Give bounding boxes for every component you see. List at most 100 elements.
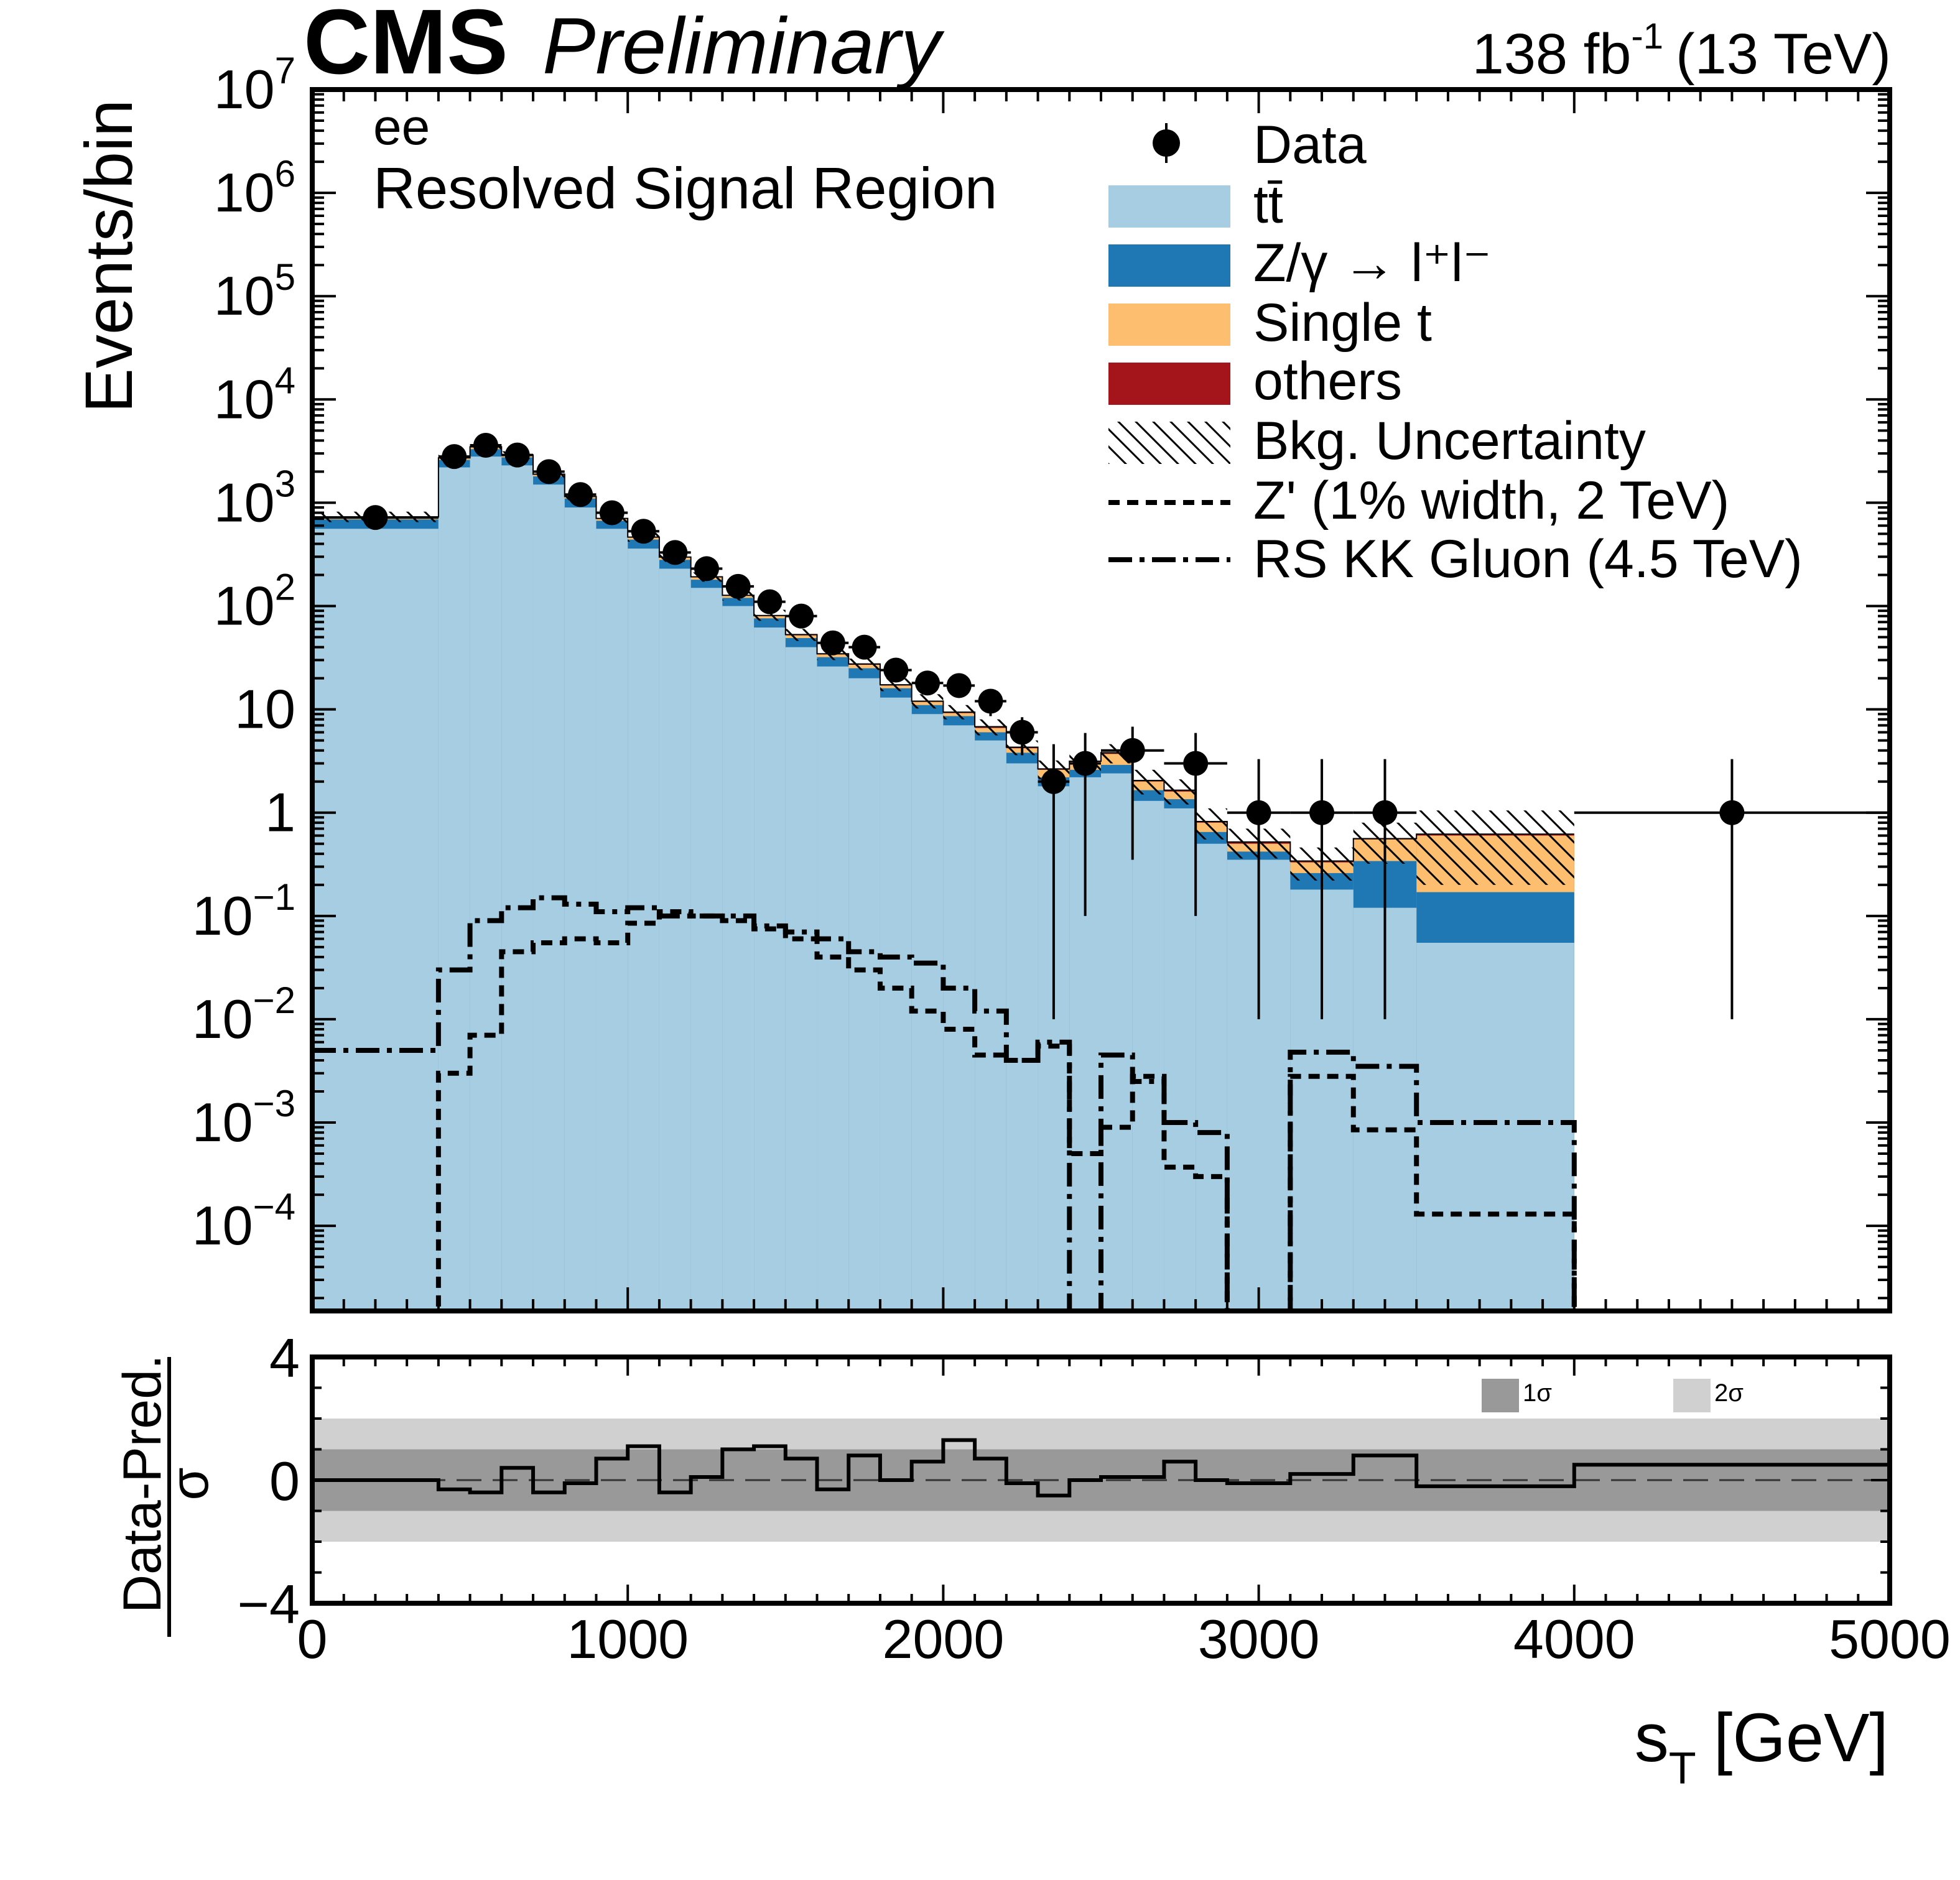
main-ytick-label: 1 [265,782,295,843]
legend-unc-swatch [1108,422,1230,464]
region-label: Resolved Signal Region [373,155,997,221]
legend-zgamma-swatch [1108,244,1230,287]
data-point [725,573,751,599]
stack-bar-ttbar [564,507,597,1311]
legend-ttbar-label: tt̄ [1253,175,1283,234]
stack-bar-ttbar [470,456,502,1311]
ratio-legend-2sigma-label: 2σ [1714,1379,1744,1407]
data-point [568,482,593,507]
x-axis-label: sT [GeV] [1635,1700,1888,1794]
data-point [662,540,688,565]
main-ytick-label-base: 10 [192,1195,253,1256]
stack-bar-ttbar [1164,808,1196,1311]
x-axis-label-subscript: T [1669,1744,1696,1794]
signal-layer [312,895,1890,1311]
main-ytick-label: 10−2 [192,979,295,1050]
bkg-uncertainty-bin [1164,779,1196,805]
data-point [883,657,909,683]
data-point [820,630,845,655]
legend-others-swatch [1108,363,1230,405]
stack-bar-ttbar [1196,843,1227,1311]
main-ytick-label-exponent: 5 [275,256,295,298]
data-point [599,500,625,526]
ratio-frame [310,1354,1892,1606]
stack-bar-ttbar [880,697,912,1311]
ratio-legend-1sigma-label: 1σ [1523,1379,1552,1407]
stack-bar-ttbar [848,678,880,1311]
data-point [1719,800,1745,825]
stack-bar-ttbar [596,529,628,1311]
data-point [442,444,467,470]
data-point [1072,751,1098,776]
data-point [631,519,656,544]
main-ytick-label-base: 10 [214,58,275,120]
data-point [757,589,783,614]
ratio-hist [312,1438,1890,1498]
data-point [789,603,814,629]
main-ytick-label-exponent: 2 [275,567,295,608]
lumi-label: 138 fb-1 (13 TeV) [1472,16,1891,86]
ratio-ytick-labels: −4 0 4 [238,1327,300,1635]
bkg-uncertainty-bin [975,719,1006,736]
ratio-legend-2sigma-swatch [1673,1379,1711,1412]
main-ytick-label-base: 10 [192,988,253,1050]
main-ytick-label-exponent: 6 [275,153,295,195]
lumi-value: 138 fb [1472,22,1632,86]
data-point [473,433,498,458]
legend-unc-label: Bkg. Uncertainty [1253,411,1646,471]
data-point [946,673,972,698]
data-point [1041,769,1066,794]
legend: Data tt̄ Z/γ → l⁺l⁻ Single t others Bkg.… [1108,115,1803,589]
stack-bar-ttbar [754,627,786,1311]
main-ytick-label-exponent: −4 [253,1186,295,1228]
main-ytick-label-base: 10 [192,1091,253,1153]
x-axis-label-unit: [GeV] [1714,1700,1888,1776]
stack-bar-ttbar [628,549,659,1311]
xtick-label: 1000 [567,1608,689,1670]
main-ytick-label-base: 10 [214,162,275,223]
lumi-energy: (13 TeV) [1676,22,1891,86]
stack-bar-ttbar [1101,773,1133,1311]
main-ytick-label-base: 10 [192,885,253,947]
main-ytick-label-exponent: −2 [253,979,295,1021]
legend-ttbar-swatch [1108,185,1230,228]
main-frame [310,87,1892,1313]
main-ytick-label: 102 [214,567,295,637]
data-point [1183,751,1209,776]
data-point [915,670,941,696]
stack-bar-ttbar [312,529,439,1311]
data-point [363,505,388,530]
x-axis-label-symbol: s [1635,1700,1669,1776]
bkg-uncertainty-bin [1416,810,1574,885]
stack-layer [312,443,1574,1311]
legend-others-label: others [1253,351,1402,411]
data-point [1246,800,1271,825]
legend-singlet-label: Single t [1253,293,1432,353]
legend-zgamma-label: Z/γ → l⁺l⁻ [1253,233,1491,293]
xtick-label: 4000 [1513,1608,1635,1670]
stack-bar-ttbar [1132,800,1164,1311]
main-ytick-label: 10−1 [192,876,295,947]
bkg-uncertainty-bin [1196,808,1227,840]
ratio-ytick-label: 0 [269,1450,300,1512]
stack-bar-ttbar [785,647,817,1311]
data-point [536,459,562,484]
main-ytick-label-base: 10 [235,678,295,740]
channel-label: ee [373,99,430,155]
data-point [852,634,877,660]
ratio-ytick-label: 4 [269,1327,300,1389]
ratio-ylabel-numerator: Data-Pred. [113,1354,172,1613]
stack-bar-ttbar [975,740,1006,1311]
zprime-signal-line [312,909,1890,1311]
xtick-labels: 0 1000 2000 3000 4000 5000 [297,1608,1951,1670]
main-ytick-label-base: 1 [265,782,295,843]
y-axis-label: Events/bin [71,100,146,413]
ratio-ytick-label: −4 [238,1573,300,1635]
main-ytick-label: 104 [214,359,295,430]
stack-bar-ttbar [943,725,975,1311]
main-ytick-label-exponent: 7 [275,50,295,91]
data-point [1010,720,1035,745]
main-ytick-label: 10 [235,678,295,740]
